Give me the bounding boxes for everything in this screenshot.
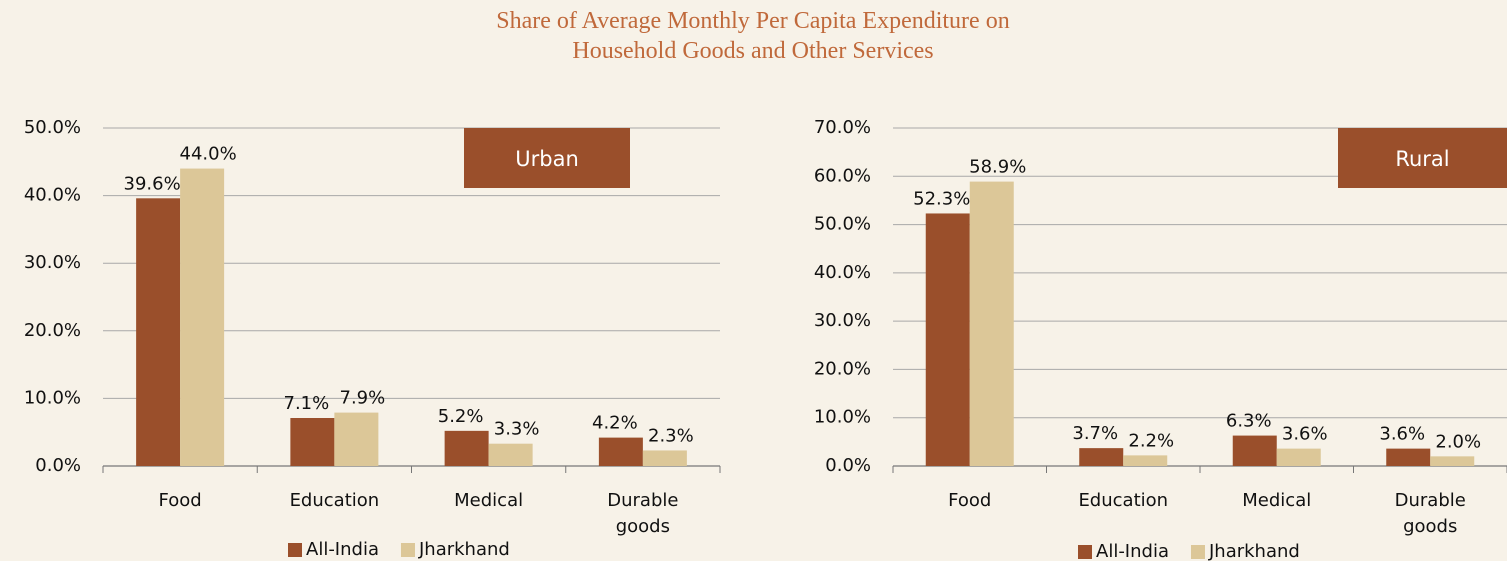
legend-label: All-India <box>306 539 379 560</box>
data-label: 3.6% <box>1282 424 1328 445</box>
legend-swatch <box>400 543 415 557</box>
y-tick-label: 60.0% <box>814 165 871 186</box>
x-tick-label-box: Food <box>158 490 202 511</box>
y-tick-label: 0.0% <box>35 455 81 476</box>
y-tick-label: 10.0% <box>24 387 81 408</box>
data-label: 58.9% <box>969 157 1026 178</box>
data-label: 3.3% <box>494 419 540 440</box>
data-label: 5.2% <box>438 406 484 427</box>
y-tick-label: 50.0% <box>814 214 871 235</box>
annotation-box <box>1338 128 1507 188</box>
annotation: Urban <box>515 147 579 171</box>
bar <box>1276 448 1321 466</box>
y-tick-label: 40.0% <box>814 262 871 283</box>
data-label: 3.7% <box>1072 423 1118 444</box>
bar <box>925 213 970 466</box>
data-label: 4.2% <box>592 413 638 434</box>
chart-title: Share of Average Monthly Per Capita Expe… <box>496 8 1010 64</box>
bar <box>488 443 533 466</box>
y-tick-label: 50.0% <box>24 117 81 138</box>
data-label: 6.3% <box>1226 411 1272 432</box>
legend-label: Jharkhand <box>418 539 510 560</box>
bar <box>180 168 225 466</box>
x-tick-label: Medical <box>454 490 524 511</box>
x-tick-label: Medical <box>1242 490 1312 511</box>
data-label: 39.6% <box>124 173 181 194</box>
data-label: 7.9% <box>340 388 386 409</box>
y-tick-label: 30.0% <box>24 252 81 273</box>
data-label: 2.3% <box>648 425 694 446</box>
x-tick-label-box: Education <box>289 490 380 511</box>
data-label: 3.6% <box>1379 424 1425 445</box>
bar <box>290 418 335 466</box>
annotation-box <box>464 128 630 188</box>
y-tick-label: 10.0% <box>814 407 871 428</box>
x-tick-label: Durable goods <box>1394 490 1466 537</box>
bar <box>444 430 489 466</box>
bar <box>1386 448 1431 466</box>
x-tick-label-box: Medical <box>1242 490 1312 511</box>
data-label: 52.3% <box>913 188 970 209</box>
bar <box>1123 455 1168 466</box>
x-tick-label: Durable goods <box>607 490 679 537</box>
x-tick-label: Food <box>948 490 992 511</box>
bar <box>334 412 379 466</box>
y-tick-label: 30.0% <box>814 310 871 331</box>
y-tick-label: 20.0% <box>24 320 81 341</box>
annotation: Rural <box>1395 147 1449 171</box>
x-tick-label-box: Durable goods <box>607 490 679 537</box>
legend-swatch <box>1190 545 1205 559</box>
x-tick-label-box: Durable goods <box>1394 490 1466 537</box>
bar <box>969 181 1014 466</box>
x-tick-label-box: Medical <box>454 490 524 511</box>
y-tick-label: 70.0% <box>814 117 871 138</box>
legend-swatch <box>288 543 302 557</box>
legend-swatch <box>1078 545 1092 559</box>
x-tick-label: Education <box>289 490 380 511</box>
bar <box>598 437 643 466</box>
y-tick-label: 20.0% <box>814 358 871 379</box>
x-tick-label: Education <box>1078 490 1169 511</box>
y-tick-label: 40.0% <box>24 185 81 206</box>
data-label: 2.0% <box>1435 431 1481 452</box>
bar <box>136 198 181 466</box>
bar <box>642 450 687 466</box>
legend-label: Jharkhand <box>1208 541 1300 561</box>
data-label: 7.1% <box>284 393 330 414</box>
bar <box>1232 435 1277 466</box>
x-tick-label-box: Education <box>1078 490 1169 511</box>
x-tick-label-box: Food <box>948 490 992 511</box>
data-label: 44.0% <box>180 144 237 165</box>
x-tick-label: Food <box>158 490 202 511</box>
data-label: 2.2% <box>1128 430 1174 451</box>
bar <box>1430 456 1475 466</box>
bar <box>1079 448 1124 466</box>
y-tick-label: 0.0% <box>825 455 871 476</box>
legend-label: All-India <box>1096 541 1169 561</box>
